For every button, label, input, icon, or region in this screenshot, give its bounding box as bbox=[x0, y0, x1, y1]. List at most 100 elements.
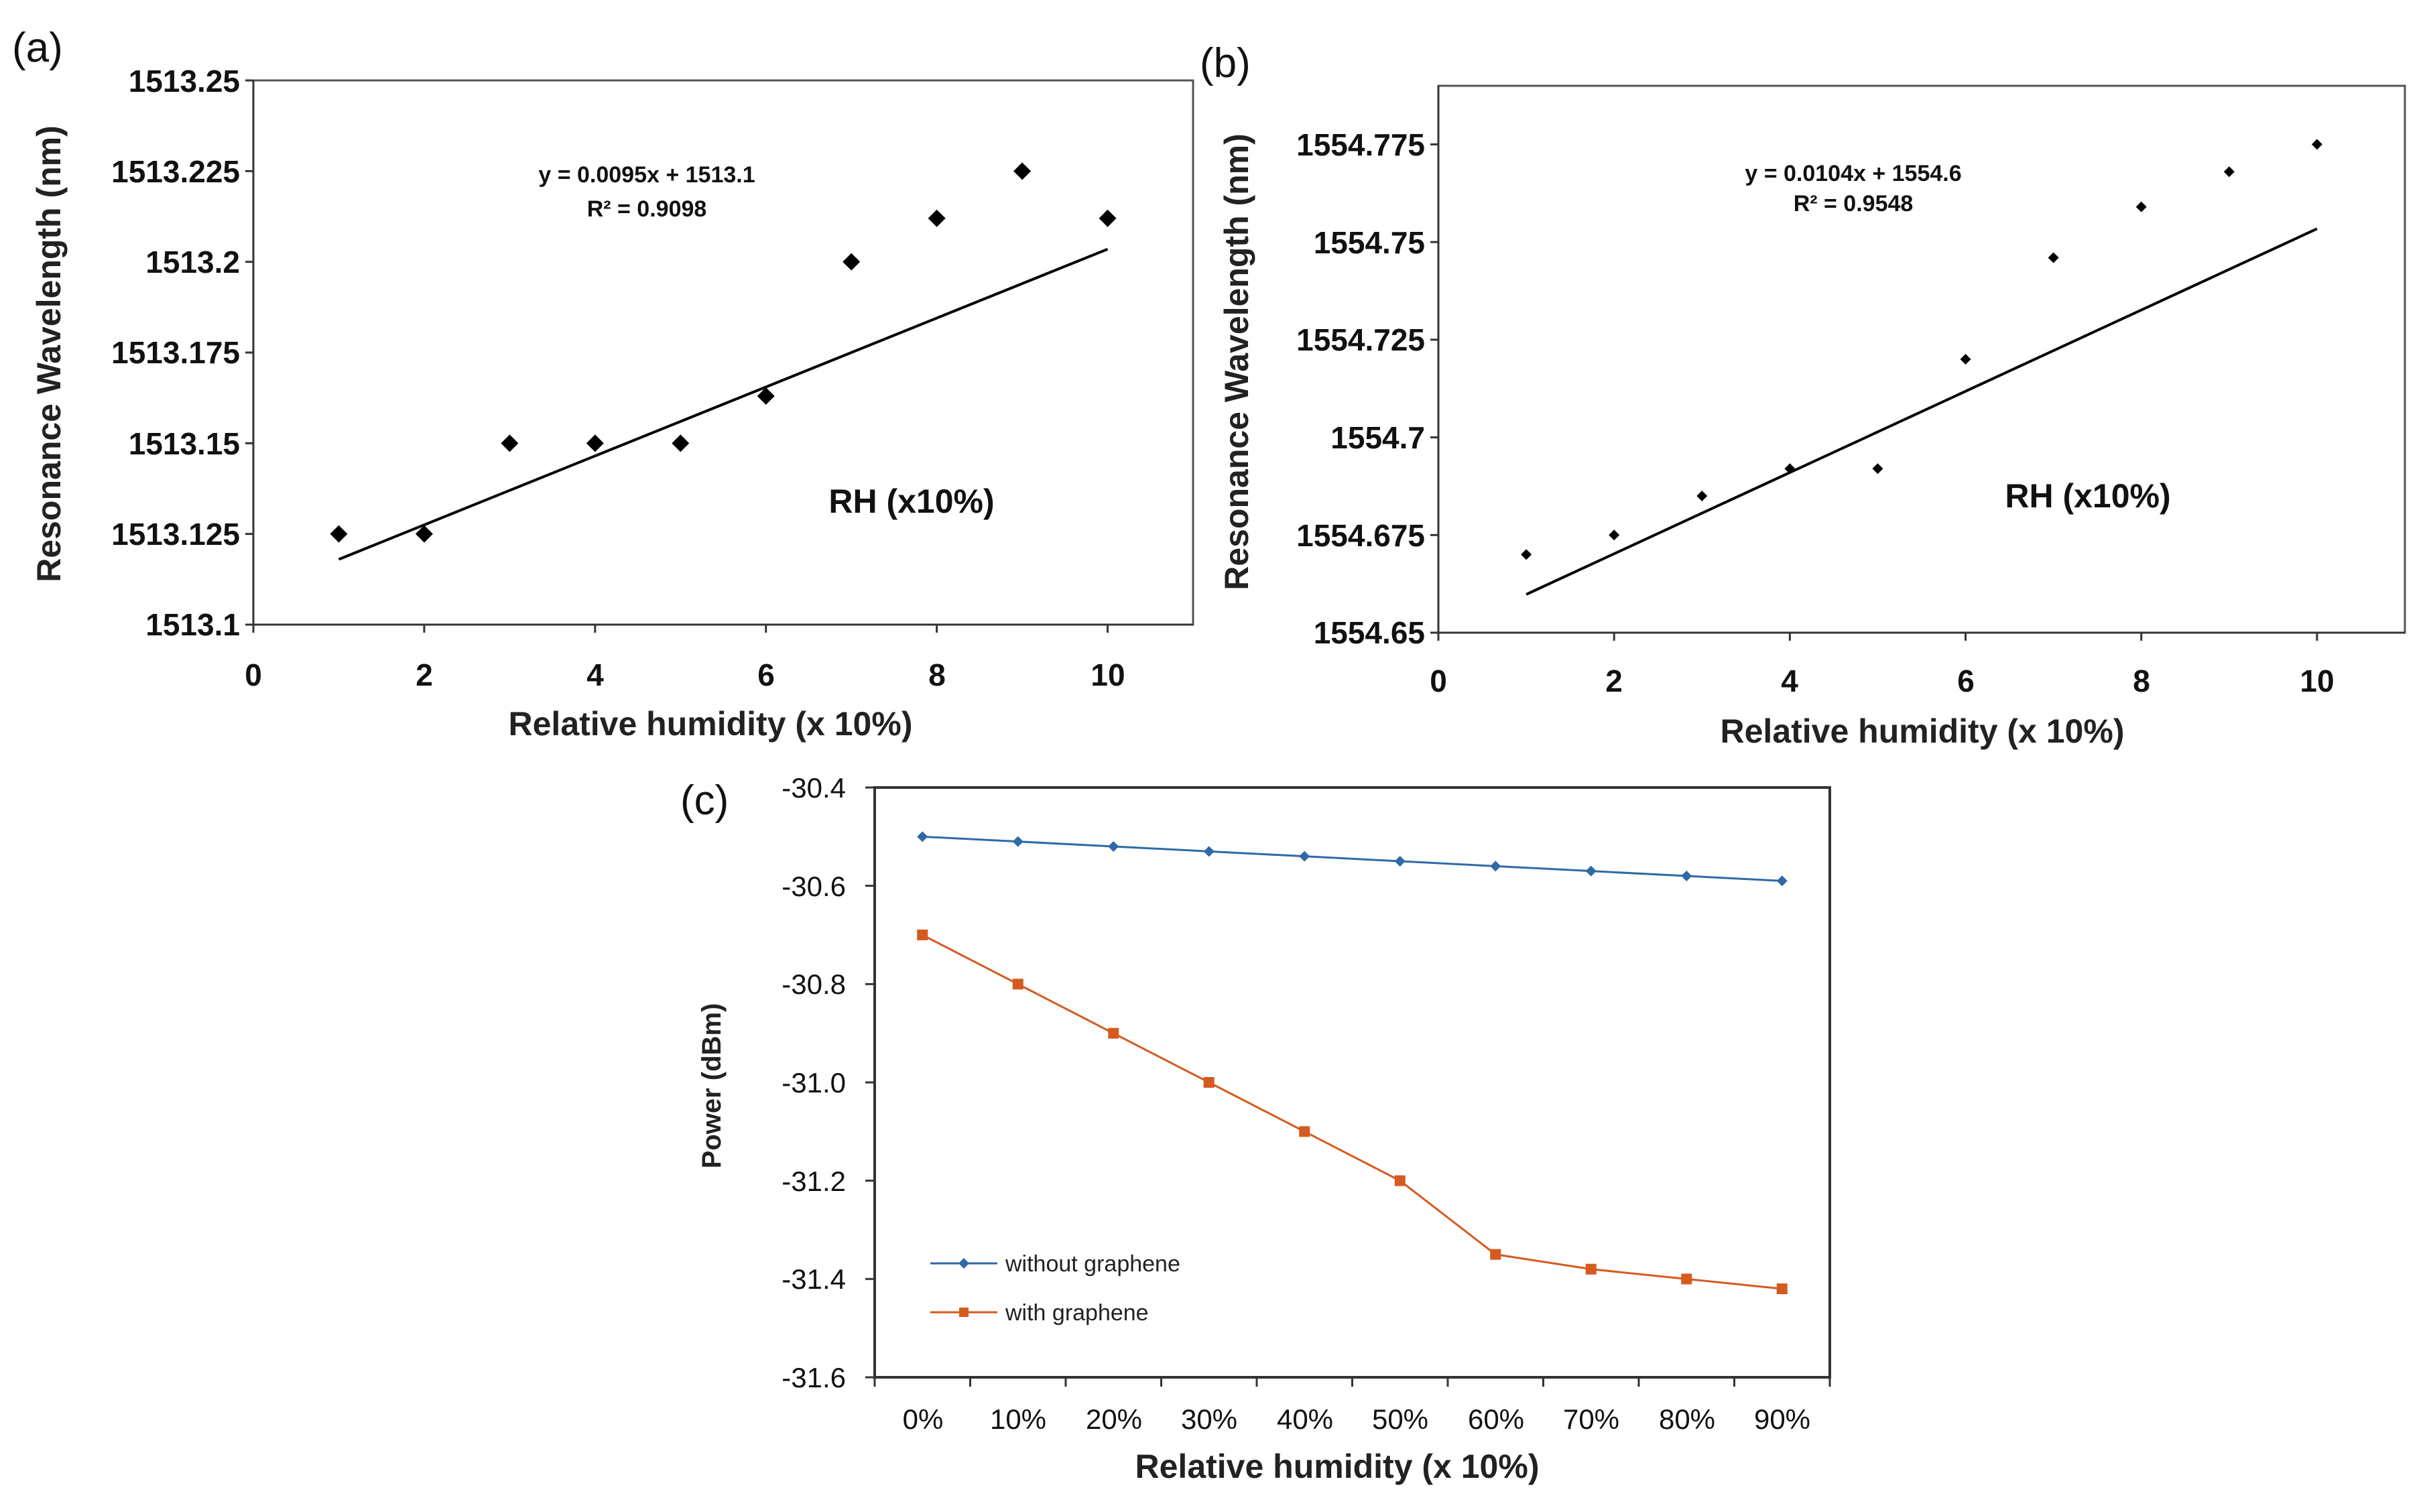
panel-c-plot-frame bbox=[873, 786, 1831, 1379]
panel-a-y-tick-1513.125: 1513.125 bbox=[111, 517, 240, 552]
panel-a-axes bbox=[245, 79, 1109, 633]
panel-c-series-0-point-5 bbox=[1394, 856, 1406, 867]
panel-c-series-1-point-2 bbox=[1108, 1027, 1119, 1039]
panel-b-y-axis-label: Resonance Wavelength (nm) bbox=[1218, 133, 1255, 590]
panel-b-label: (b) bbox=[1200, 40, 1251, 86]
panel-a-rh-annotation: RH (x10%) bbox=[828, 483, 994, 520]
panel-b-chart: (b) 0 2 4 6 8 10 1554.65 1554.675 1554.7… bbox=[1200, 40, 2406, 750]
panel-a-point-4 bbox=[586, 434, 604, 452]
panel-a-x-tick-6: 6 bbox=[757, 657, 775, 692]
panel-b-trendline bbox=[1526, 227, 2318, 596]
panel-a-y-tick-1513.2: 1513.2 bbox=[145, 245, 240, 279]
panel-c-series-1-point-1 bbox=[1012, 979, 1023, 990]
panel-a-point-10 bbox=[1099, 209, 1117, 227]
panel-a-x-tick-8: 8 bbox=[928, 657, 946, 692]
panel-c-x-axis-label: Relative humidity (x 10%) bbox=[1135, 1448, 1540, 1485]
panel-c-series-0-point-3 bbox=[1203, 846, 1215, 857]
panel-b-x-tick-10: 10 bbox=[2300, 664, 2334, 698]
panel-c-y-tick--31.0: -31.0 bbox=[782, 1067, 846, 1098]
panel-c-series-0-point-7 bbox=[1585, 865, 1597, 877]
panel-a-point-7 bbox=[843, 253, 861, 271]
panel-c-ticks bbox=[865, 786, 1831, 1387]
panel-c-series-0-point-6 bbox=[1490, 861, 1501, 872]
panel-c-y-tick--30.8: -30.8 bbox=[782, 968, 846, 1000]
panel-c-y-tick--31.2: -31.2 bbox=[782, 1166, 846, 1197]
panel-c-series-1-point-3 bbox=[1203, 1077, 1215, 1088]
panel-a-y-tick-1513.25: 1513.25 bbox=[129, 64, 240, 99]
panel-a-point-6 bbox=[757, 387, 775, 405]
panel-c-series-0-point-4 bbox=[1299, 850, 1310, 862]
panel-b-trend-equation: y = 0.0104x + 1554.6 bbox=[1745, 161, 1961, 186]
panel-b-x-tick-2: 2 bbox=[1605, 664, 1623, 698]
panel-a-r-squared: R² = 0.9098 bbox=[587, 196, 707, 222]
legend-without-graphene-label: without graphene bbox=[1005, 1251, 1180, 1277]
panel-b-x-tick-8: 8 bbox=[2133, 664, 2150, 698]
panel-a-trendline bbox=[338, 247, 1109, 561]
panel-b-point-4 bbox=[1784, 463, 1796, 475]
panel-c-series-0-point-9 bbox=[1776, 875, 1788, 887]
panel-b-y-tick-1554.675: 1554.675 bbox=[1296, 518, 1425, 553]
panel-c-series-1-point-6 bbox=[1490, 1249, 1501, 1260]
panel-b-point-3 bbox=[1696, 491, 1708, 501]
panel-a-y-axis-label: Resonance Wavelength (nm) bbox=[30, 125, 68, 582]
panel-b-x-axis-label: Relative humidity (x 10%) bbox=[1721, 712, 2125, 750]
legend-with-graphene-label: with graphene bbox=[1005, 1300, 1149, 1326]
legend-without-graphene-marker bbox=[958, 1258, 969, 1269]
panel-c-y-tick--31.6: -31.6 bbox=[782, 1362, 846, 1393]
panel-a-point-1 bbox=[330, 525, 348, 543]
panel-a-data-marks bbox=[330, 162, 1117, 561]
panel-a-plot-area bbox=[252, 79, 1194, 626]
panel-a-x-tick-4: 4 bbox=[586, 657, 604, 692]
panel-b-x-tick-0: 0 bbox=[1430, 664, 1447, 698]
panel-c-x-tick-70: 70% bbox=[1563, 1403, 1619, 1435]
panel-b-point-5 bbox=[1872, 463, 1883, 475]
panel-b-point-8 bbox=[2135, 201, 2147, 212]
panel-b-x-tick-6: 6 bbox=[1957, 664, 1975, 698]
panel-c-series-0-line bbox=[922, 835, 1782, 882]
panel-c-series-0-point-1 bbox=[1012, 836, 1023, 847]
panel-a-y-tick-1513.1: 1513.1 bbox=[145, 607, 240, 642]
panel-c-series-0-point-8 bbox=[1681, 871, 1692, 881]
panel-c-x-tick-80: 80% bbox=[1659, 1403, 1715, 1435]
panel-b-point-1 bbox=[1521, 549, 1532, 560]
panel-b-point-6 bbox=[1960, 354, 1971, 365]
panel-a-point-9 bbox=[1013, 162, 1032, 180]
panel-b-plot-area bbox=[1437, 84, 2406, 634]
panel-c-series-1-point-5 bbox=[1394, 1175, 1406, 1186]
panel-c-x-tick-40: 40% bbox=[1277, 1403, 1333, 1435]
panel-a-point-3 bbox=[501, 434, 519, 452]
panel-b-y-tick-1554.775: 1554.775 bbox=[1296, 127, 1425, 162]
panel-c-x-tick-20: 20% bbox=[1086, 1403, 1142, 1435]
panel-b-point-10 bbox=[2311, 139, 2322, 150]
panel-c-series-1-line bbox=[922, 934, 1782, 1290]
panel-c-series-1-point-0 bbox=[917, 930, 928, 940]
panel-c-x-tick-30: 30% bbox=[1181, 1403, 1237, 1435]
panel-c-y-tick--30.6: -30.6 bbox=[782, 871, 846, 902]
panel-a-y-tick-1513.15: 1513.15 bbox=[129, 426, 240, 461]
panel-c-x-tick-0: 0% bbox=[903, 1403, 944, 1435]
panel-a-chart: (a) 0 2 4 6 8 10 1513.1 1513.125 1513.15… bbox=[12, 25, 1194, 743]
panel-a-x-tick-2: 2 bbox=[416, 657, 433, 692]
panel-b-y-tick-1554.65: 1554.65 bbox=[1314, 615, 1425, 650]
panel-b-rh-annotation: RH (x10%) bbox=[2005, 477, 2170, 515]
panel-c-x-tick-90: 90% bbox=[1754, 1403, 1810, 1435]
panel-a-y-tick-1513.175: 1513.175 bbox=[111, 335, 240, 370]
panel-c-x-tick-60: 60% bbox=[1468, 1403, 1524, 1435]
panel-b-y-tick-1554.725: 1554.725 bbox=[1296, 322, 1425, 357]
panel-b-r-squared: R² = 0.9548 bbox=[1794, 191, 1914, 216]
panel-c-y-tick--31.4: -31.4 bbox=[782, 1263, 846, 1295]
panel-c-y-tick--30.4: -30.4 bbox=[782, 772, 846, 804]
panel-c-data-marks bbox=[917, 831, 1788, 1294]
panel-c-chart: (c) -30.4 -30.6 -30.8 -31.0 -31.2 -31.4 … bbox=[680, 772, 1831, 1485]
panel-c-x-tick-10: 10% bbox=[990, 1403, 1046, 1435]
panel-c-series-1-point-9 bbox=[1776, 1283, 1788, 1294]
legend-with-graphene-marker bbox=[959, 1308, 969, 1317]
panel-a-x-axis-label: Relative humidity (x 10%) bbox=[509, 705, 913, 743]
panel-c-legend: without graphene with graphene bbox=[930, 1251, 1180, 1326]
panel-a-label: (a) bbox=[12, 25, 63, 71]
panel-b-point-9 bbox=[2223, 166, 2235, 178]
panel-a-trend-equation: y = 0.0095x + 1513.1 bbox=[538, 162, 755, 188]
panel-a-point-2 bbox=[415, 525, 433, 543]
panel-c-series-1-point-4 bbox=[1299, 1126, 1310, 1137]
